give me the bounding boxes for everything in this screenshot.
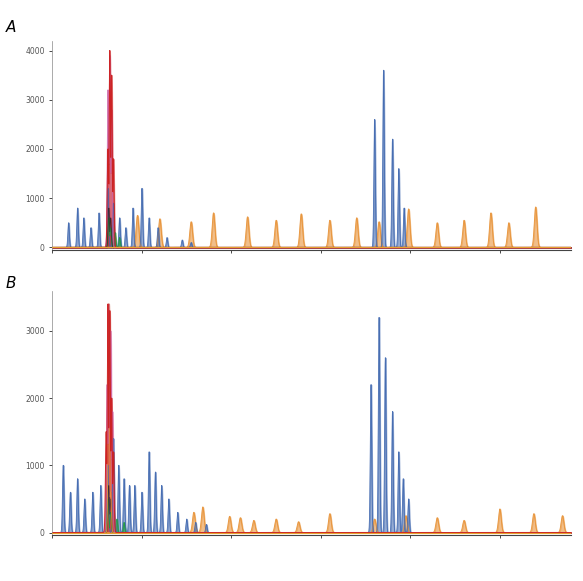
Text: A: A	[6, 20, 16, 35]
Text: B: B	[6, 276, 16, 291]
